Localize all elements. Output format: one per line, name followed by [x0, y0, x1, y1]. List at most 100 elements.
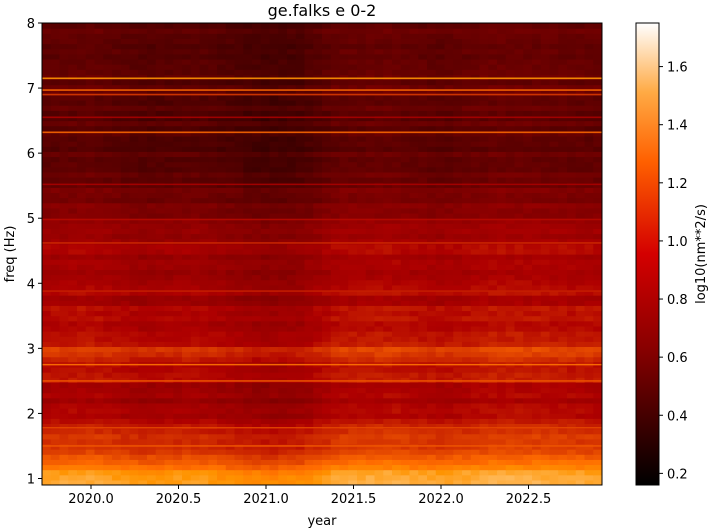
heatmap-cell [138, 346, 148, 353]
heatmap-cell [252, 341, 262, 347]
heatmap-cell [567, 428, 577, 435]
heatmap-cell [435, 110, 446, 116]
heatmap-cell [479, 130, 489, 137]
heatmap-cell [392, 413, 402, 419]
heatmap-cell [112, 479, 122, 485]
heatmap-cell [129, 243, 139, 250]
heatmap-cell [50, 269, 61, 276]
heatmap-cell [120, 135, 131, 142]
heatmap-cell [304, 125, 314, 132]
heatmap-cell [374, 223, 384, 229]
heatmap-cell [199, 305, 209, 312]
heatmap-cell [225, 402, 236, 409]
heatmap-cell [234, 310, 244, 317]
heatmap-cell [313, 110, 323, 116]
heatmap-cell [365, 171, 376, 178]
heatmap-cell [593, 433, 602, 440]
heatmap-cell [488, 418, 498, 424]
heatmap-cell [59, 443, 69, 450]
heatmap-cell [190, 331, 201, 337]
heatmap-cell [383, 254, 393, 260]
heatmap-cell [304, 248, 314, 255]
heatmap-cell [208, 177, 218, 183]
heatmap-cell [392, 402, 402, 409]
heatmap-cell [339, 177, 349, 183]
heatmap-cell [514, 202, 524, 209]
heatmap-cell [313, 418, 323, 424]
heatmap-cell [444, 166, 454, 173]
heatmap-cell [444, 382, 454, 389]
heatmap-cell [540, 331, 551, 337]
heatmap-cell [287, 454, 297, 460]
heatmap-cell [330, 413, 341, 419]
heatmap-cell [77, 479, 87, 485]
heatmap-cell [313, 264, 323, 270]
heatmap-cell [182, 315, 192, 322]
heatmap-cell [453, 177, 463, 183]
heatmap-cell [374, 94, 384, 101]
heatmap-cell [435, 428, 446, 435]
heatmap-cell [365, 197, 376, 204]
heatmap-cell [514, 100, 524, 106]
heatmap-cell [269, 264, 279, 270]
heatmap-cell [252, 115, 262, 122]
heatmap-cell [497, 377, 507, 383]
heatmap-cell [418, 243, 428, 250]
heatmap-cell [523, 248, 533, 255]
heatmap-cell [392, 305, 402, 312]
heatmap-cell [129, 300, 139, 306]
heatmap-cell [400, 248, 411, 255]
heatmap-cell [470, 449, 481, 455]
heatmap-cell [532, 264, 542, 270]
heatmap-cell [50, 295, 61, 301]
heatmap-cell [129, 84, 139, 91]
heatmap-cell [234, 130, 244, 137]
heatmap-cell [479, 331, 489, 337]
heatmap-cell [400, 315, 411, 322]
heatmap-cell [427, 443, 437, 450]
heatmap-cell [374, 238, 384, 245]
heatmap-cell [225, 408, 236, 414]
heatmap-cell [59, 341, 69, 347]
heatmap-cell [147, 202, 157, 209]
heatmap-cell [129, 305, 139, 312]
heatmap-cell [374, 212, 384, 219]
heatmap-cell [103, 156, 113, 163]
heatmap-cell [50, 223, 61, 229]
heatmap-cell [567, 141, 577, 147]
heatmap-cell [427, 423, 437, 430]
heatmap-cell [59, 418, 69, 424]
heatmap-cell [313, 161, 323, 168]
heatmap-cell [540, 279, 551, 286]
heatmap-cell [173, 418, 183, 424]
heatmap-cell [479, 110, 489, 116]
heatmap-cell [112, 233, 122, 240]
heatmap-cell [435, 171, 446, 178]
heatmap-cell [94, 248, 104, 255]
heatmap-cell [199, 274, 209, 281]
heatmap-cell [278, 177, 288, 183]
heatmap-cell [567, 418, 577, 424]
heatmap-cell [444, 408, 454, 414]
heatmap-cell [453, 161, 463, 168]
heatmap-cell [304, 171, 314, 178]
heatmap-cell [42, 207, 52, 214]
heatmap-cell [540, 305, 551, 312]
heatmap-cell [357, 89, 367, 96]
heatmap-cell [112, 346, 122, 353]
heatmap-cell [190, 397, 201, 404]
heatmap-cell [260, 264, 271, 270]
heatmap-cell [427, 428, 437, 435]
heatmap-cell [558, 479, 568, 485]
heatmap-cell [418, 269, 428, 276]
heatmap-cell [217, 187, 227, 193]
heatmap-cell [252, 310, 262, 317]
heatmap-cell [505, 341, 516, 347]
heatmap-cell [593, 125, 602, 132]
heatmap-cell [339, 171, 349, 178]
heatmap-cell [575, 331, 586, 337]
heatmap-cell [208, 372, 218, 378]
heatmap-cell [497, 254, 507, 260]
heatmap-cell [418, 84, 428, 91]
heatmap-cell [435, 115, 446, 122]
